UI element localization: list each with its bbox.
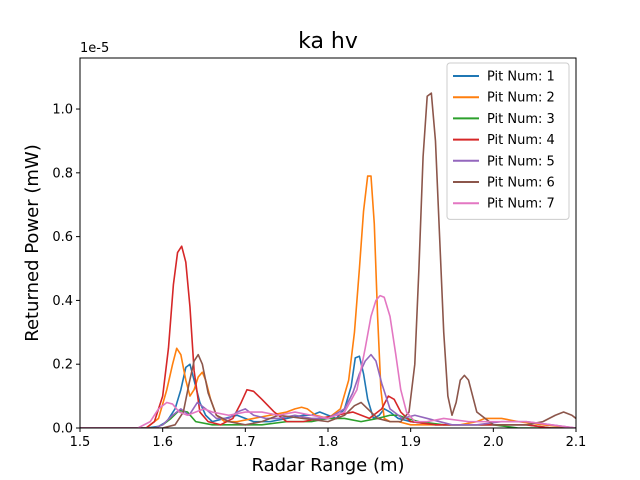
x-axis-ticks: 1.5 1.6 1.7 1.8 1.9 2.0 2.1 [70, 428, 587, 450]
legend-label: Pit Num: 6 [487, 176, 555, 191]
y-tick-label: 0.6 [52, 230, 73, 245]
y-tick-label: 0.2 [52, 358, 73, 373]
y-tick-label: 0.4 [52, 294, 73, 309]
y-tick-label: 0.8 [52, 166, 73, 181]
x-tick-label: 1.7 [235, 435, 256, 450]
y-axis-ticks: 0.0 0.2 0.4 0.6 0.8 1.0 [52, 103, 80, 437]
series-line-6 [80, 92, 576, 428]
x-tick-label: 1.8 [318, 435, 339, 450]
legend-label: Pit Num: 7 [487, 197, 555, 212]
legend-label: Pit Num: 2 [487, 91, 555, 106]
x-tick-label: 2.1 [566, 435, 587, 450]
x-tick-label: 1.5 [70, 435, 91, 450]
legend-label: Pit Num: 5 [487, 154, 555, 169]
y-axis-offset-label: 1e-5 [80, 41, 109, 56]
y-axis-label: Returned Power (mW) [22, 144, 43, 341]
legend-label: Pit Num: 4 [487, 133, 555, 148]
x-tick-label: 1.9 [400, 435, 421, 450]
chart-title: ka hv [298, 29, 358, 54]
plot-area [80, 92, 576, 428]
x-tick-label: 2.0 [483, 435, 504, 450]
series-line-7 [80, 294, 576, 428]
x-axis-label: Radar Range (m) [251, 455, 404, 476]
y-tick-label: 1.0 [52, 103, 73, 118]
x-tick-label: 1.6 [152, 435, 173, 450]
legend-label: Pit Num: 3 [487, 112, 555, 127]
y-tick-label: 0.0 [52, 422, 73, 437]
series-line-4 [80, 245, 576, 428]
legend-label: Pit Num: 1 [487, 70, 555, 85]
legend: Pit Num: 1 Pit Num: 2 Pit Num: 3 Pit Num: 4… [446, 62, 570, 220]
legend-box [446, 62, 570, 220]
